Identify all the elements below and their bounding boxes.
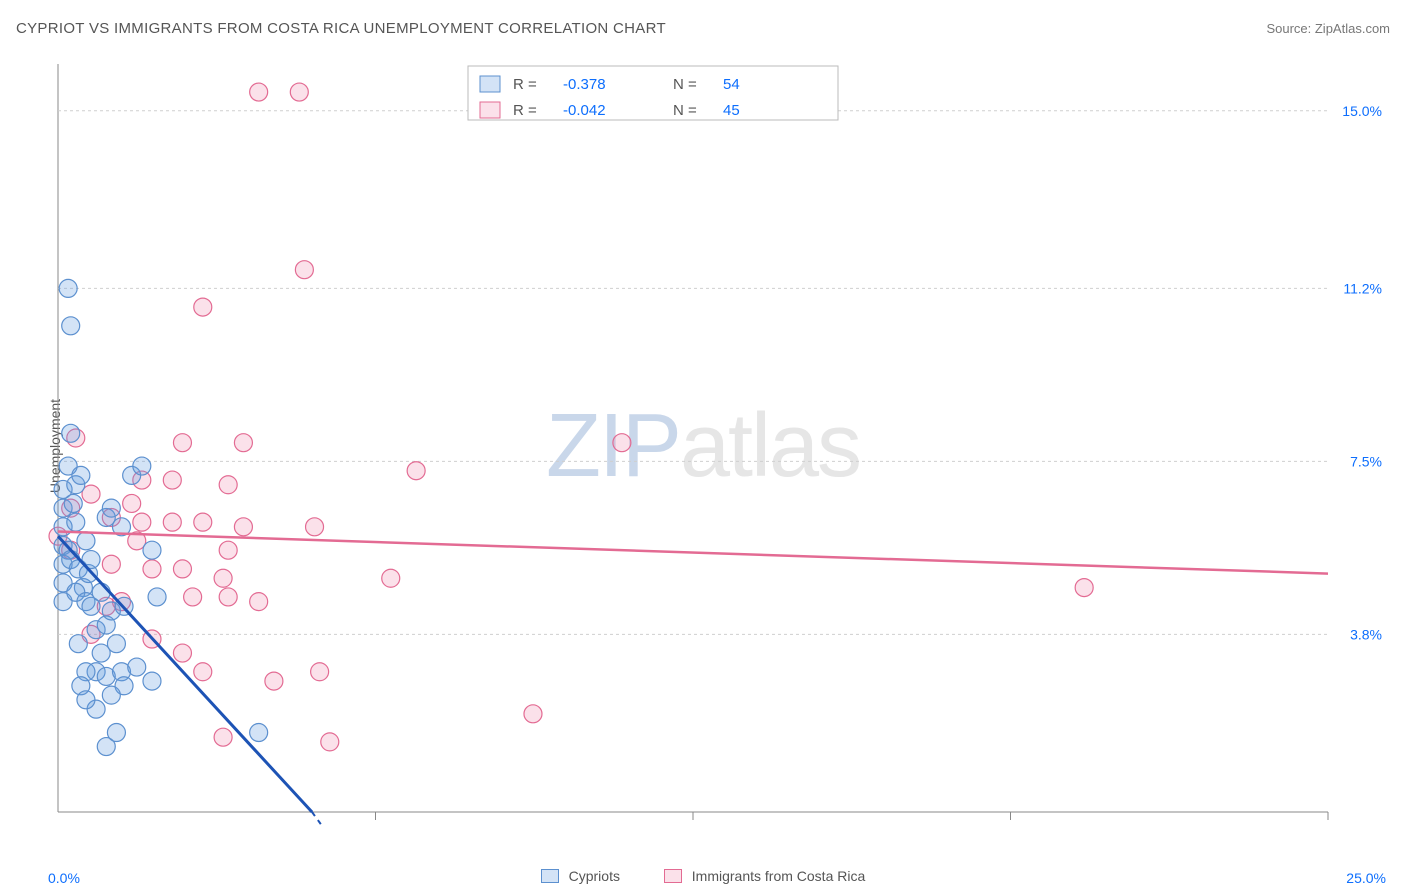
scatter-point <box>234 434 252 452</box>
scatter-point <box>72 466 90 484</box>
scatter-chart: 15.0% 11.2% 7.5% 3.8% R = -0.378 N = 54 R = -0.04… <box>48 50 1388 840</box>
scatter-point <box>1075 579 1093 597</box>
scatter-point <box>102 686 120 704</box>
legend-item-cypriots: Cypriots <box>541 868 624 884</box>
svg-text:-0.378: -0.378 <box>563 76 606 93</box>
scatter-point <box>64 494 82 512</box>
scatter-point <box>265 672 283 690</box>
scatter-point <box>219 588 237 606</box>
scatter-point <box>250 593 268 611</box>
scatter-point <box>143 672 161 690</box>
scatter-point <box>219 541 237 559</box>
svg-text:15.0%: 15.0% <box>1342 103 1382 119</box>
svg-text:N =: N = <box>673 102 697 119</box>
legend-swatch-costarica <box>664 869 682 883</box>
scatter-point <box>143 560 161 578</box>
scatter-point <box>77 691 95 709</box>
scatter-point <box>163 471 181 489</box>
legend-label-cypriots: Cypriots <box>569 868 620 884</box>
scatter-point <box>173 644 191 662</box>
scatter-point <box>107 724 125 742</box>
scatter-point <box>102 555 120 573</box>
scatter-point <box>62 317 80 335</box>
trend-line-costarica <box>58 532 1328 574</box>
scatter-point <box>77 532 95 550</box>
legend-swatch-cypriots <box>541 869 559 883</box>
series-legend: Cypriots Immigrants from Costa Rica <box>0 868 1406 884</box>
scatter-point <box>219 476 237 494</box>
trend-line-cypriots-ext <box>312 812 322 826</box>
scatter-point <box>133 457 151 475</box>
header: CYPRIOT VS IMMIGRANTS FROM COSTA RICA UN… <box>16 20 1390 37</box>
scatter-point <box>128 658 146 676</box>
scatter-point <box>311 663 329 681</box>
scatter-point <box>148 588 166 606</box>
scatter-point <box>69 635 87 653</box>
svg-text:54: 54 <box>723 76 740 93</box>
scatter-point <box>102 499 120 517</box>
scatter-point <box>214 728 232 746</box>
scatter-point <box>407 462 425 480</box>
svg-text:45: 45 <box>723 102 740 119</box>
legend-label-costarica: Immigrants from Costa Rica <box>692 868 865 884</box>
scatter-point <box>306 518 324 536</box>
scatter-point <box>290 83 308 101</box>
chart-source: Source: ZipAtlas.com <box>1266 21 1390 36</box>
scatter-point <box>184 588 202 606</box>
scatter-point <box>295 261 313 279</box>
scatter-point <box>250 83 268 101</box>
scatter-point <box>321 733 339 751</box>
svg-text:11.2%: 11.2% <box>1343 280 1382 296</box>
scatter-point <box>163 513 181 531</box>
scatter-point <box>59 279 77 297</box>
scatter-point <box>67 513 85 531</box>
scatter-point <box>234 518 252 536</box>
legend-item-costarica: Immigrants from Costa Rica <box>664 868 865 884</box>
svg-text:7.5%: 7.5% <box>1350 453 1382 469</box>
svg-text:3.8%: 3.8% <box>1350 626 1382 642</box>
scatter-point <box>524 705 542 723</box>
svg-text:-0.042: -0.042 <box>563 102 606 119</box>
svg-text:R =: R = <box>513 76 537 93</box>
scatter-point <box>382 569 400 587</box>
scatter-point <box>214 569 232 587</box>
scatter-point <box>107 635 125 653</box>
scatter-point <box>143 541 161 559</box>
correlation-legend: R = -0.378 N = 54 R = -0.042 N = 45 <box>468 66 838 120</box>
scatter-point <box>194 298 212 316</box>
scatter-point <box>250 724 268 742</box>
scatter-point <box>123 494 141 512</box>
scatter-point <box>194 513 212 531</box>
svg-text:R =: R = <box>513 102 537 119</box>
scatter-point <box>173 434 191 452</box>
scatter-point <box>133 513 151 531</box>
chart-title: CYPRIOT VS IMMIGRANTS FROM COSTA RICA UN… <box>16 20 666 37</box>
scatter-point <box>194 663 212 681</box>
scatter-point <box>62 424 80 442</box>
scatter-point <box>613 434 631 452</box>
scatter-point <box>92 583 110 601</box>
scatter-point <box>173 560 191 578</box>
svg-text:N =: N = <box>673 76 697 93</box>
